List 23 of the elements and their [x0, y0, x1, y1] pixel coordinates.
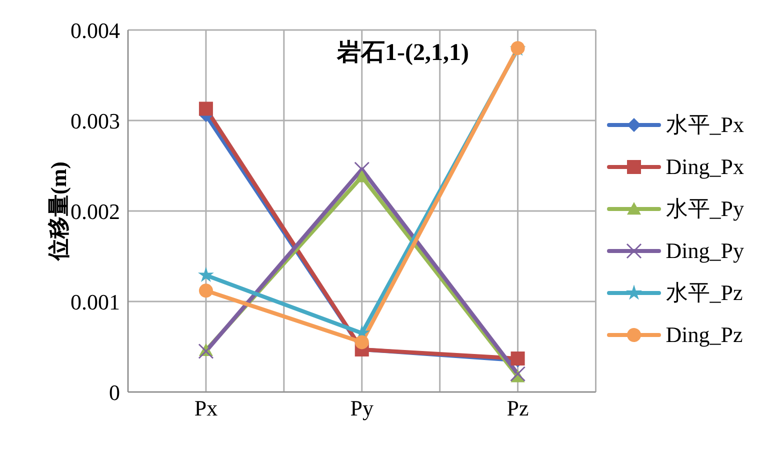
y-tick-label: 0.002 — [70, 198, 120, 224]
y-tick-label: 0.001 — [70, 289, 120, 314]
point — [510, 366, 526, 382]
x-tick-label: Pz — [506, 396, 530, 421]
chart-title: 岩石1-(2,1,1) — [336, 39, 469, 66]
x-tick-label: Py — [350, 396, 374, 421]
x-tick-label: Px — [194, 396, 218, 421]
y-tick-label: 0 — [109, 380, 120, 405]
y-tick-label: 0.004 — [70, 18, 120, 43]
legend-label: 水平_Pz — [666, 279, 743, 307]
legend-label: 水平_Py — [666, 195, 744, 223]
point — [198, 284, 213, 298]
point — [198, 266, 214, 282]
legend-label: Ding_Pz — [666, 322, 743, 348]
point — [354, 170, 369, 182]
legend-label: Ding_Py — [666, 238, 744, 264]
legend-label: 水平_Px — [666, 111, 744, 139]
y-tick-label: 0.003 — [70, 108, 120, 134]
point — [198, 344, 214, 360]
legend-label: Ding_Px — [666, 154, 744, 180]
y-axis-title: 位移量(m) — [46, 162, 71, 262]
point — [198, 102, 213, 116]
point — [354, 335, 369, 350]
